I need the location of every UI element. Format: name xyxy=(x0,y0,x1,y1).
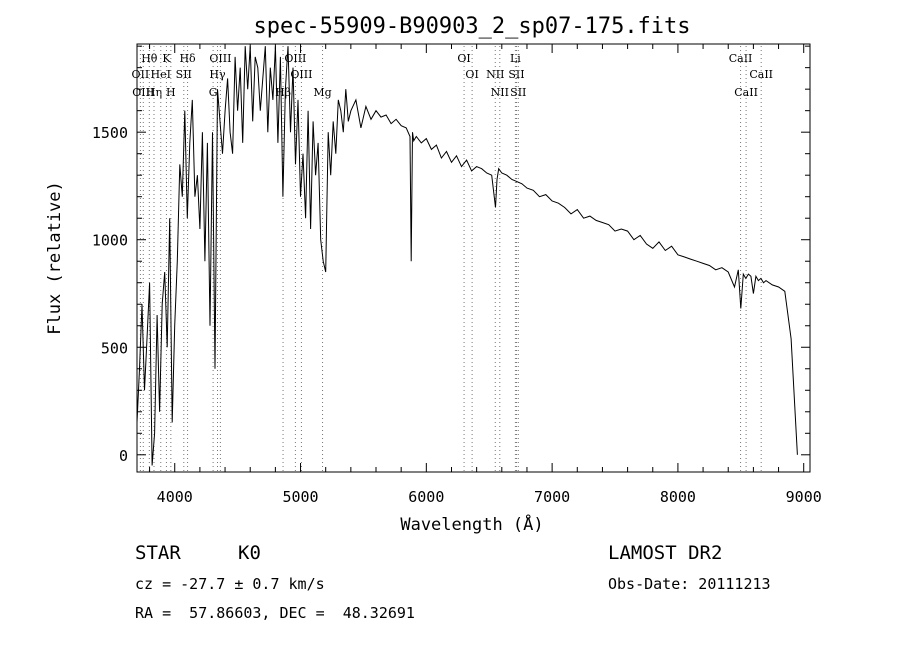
x-tick-label: 7000 xyxy=(534,488,570,506)
y-tick-label: 1500 xyxy=(92,124,128,142)
spectral-subclass: K0 xyxy=(238,542,261,564)
line-marker-label: OIII xyxy=(284,52,306,65)
x-tick-label: 8000 xyxy=(660,488,696,506)
line-marker-label: CaII xyxy=(749,68,773,81)
line-marker-label: SII xyxy=(510,86,526,99)
line-marker-label: OIII xyxy=(209,52,231,65)
line-marker-label: SII xyxy=(176,68,192,81)
line-marker-label: NII xyxy=(491,86,509,99)
line-marker-label: Hβ xyxy=(275,86,291,99)
object-class: STAR xyxy=(135,542,181,564)
obs-date: Obs-Date: 20111213 xyxy=(608,575,771,593)
line-marker-label: Li xyxy=(510,52,521,65)
line-marker-label: G xyxy=(209,86,218,99)
line-marker-label: SII xyxy=(508,68,524,81)
y-tick-label: 500 xyxy=(101,339,128,357)
spectrum-line xyxy=(136,46,798,466)
line-marker-label: HeI xyxy=(151,68,171,81)
x-tick-label: 4000 xyxy=(157,488,193,506)
line-marker-label: CaII xyxy=(734,86,758,99)
line-marker-label: K xyxy=(162,52,171,65)
y-tick-label: 0 xyxy=(119,447,128,465)
x-tick-label: 9000 xyxy=(786,488,822,506)
line-marker-label: OI xyxy=(465,68,478,81)
line-marker-label: OI xyxy=(457,52,470,65)
y-axis: 0 500 1000 1500 xyxy=(92,45,810,465)
chart-title: spec-55909-B90903_2_sp07-175.fits xyxy=(253,14,690,39)
line-marker-label: Hη xyxy=(146,86,162,99)
coordinates: RA = 57.86603, DEC = 48.32691 xyxy=(135,604,415,622)
line-marker-label: NII xyxy=(486,68,504,81)
x-tick-label: 6000 xyxy=(408,488,444,506)
line-marker-label: OII xyxy=(132,68,150,81)
line-marker-label: Hγ xyxy=(209,68,226,81)
y-axis-label: Flux (relative) xyxy=(45,181,65,335)
line-marker-label: Mg xyxy=(313,86,331,99)
plot-frame xyxy=(136,43,811,473)
line-marker-label: OIII xyxy=(290,68,312,81)
velocity-readout: cz = -27.7 ± 0.7 km/s xyxy=(135,575,325,593)
line-marker-label: Hθ xyxy=(141,52,158,65)
x-tick-label: 5000 xyxy=(282,488,318,506)
x-axis-label: Wavelength (Å) xyxy=(400,513,543,535)
x-axis: 4000 5000 6000 7000 8000 9000 xyxy=(149,44,822,506)
line-marker-label: Hδ xyxy=(179,52,196,65)
y-tick-label: 1000 xyxy=(92,232,128,250)
line-marker-label: CaII xyxy=(729,52,753,65)
line-marker-label: H xyxy=(166,86,176,99)
survey-name: LAMOST DR2 xyxy=(608,542,723,564)
